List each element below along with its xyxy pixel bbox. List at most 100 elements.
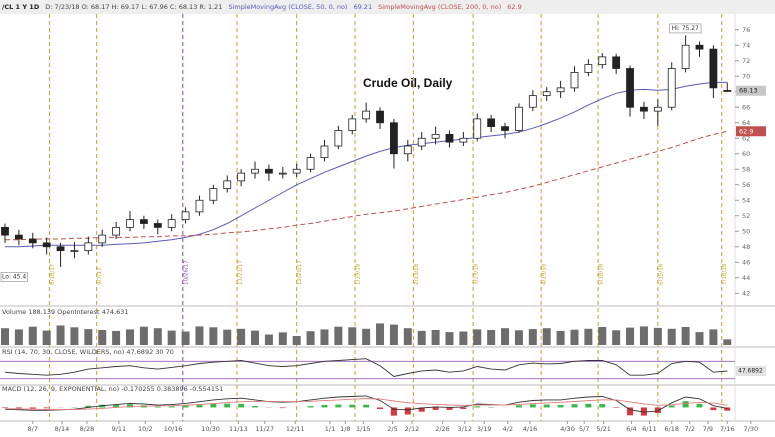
histogram-bar [154,406,161,408]
candle-body [640,106,648,112]
candle-body [84,242,93,252]
candle-body [153,223,162,228]
histogram-bar [2,407,9,409]
histogram-bar [335,404,342,408]
candle-body [28,238,37,244]
candle-body [320,145,329,159]
volume-bar [445,332,454,345]
volume-bar [320,329,329,345]
macd-line [4,398,728,411]
volume-bar [278,332,287,345]
event-label: 12/20/17 [297,260,303,285]
moving-average-line [5,81,728,248]
candle-body [612,56,621,69]
x-tick-label: 8/7 [28,425,38,433]
x-tick-label: 11/27 [255,425,274,433]
x-tick-label: 10/16 [164,425,183,433]
volume-bar [84,329,93,345]
candle-body [695,44,704,50]
volume-bar [514,330,523,345]
x-tick-label: 7/30 [744,425,759,433]
histogram-bar [390,407,397,416]
volume-bar [56,325,65,345]
candle-body [515,106,523,131]
volume-bar [542,328,551,345]
histogram-bar [640,407,647,416]
x-tick-label: 7/2 [685,425,695,433]
histogram-bar [724,407,731,411]
candle-body [667,68,676,108]
y-tick-label: 46 [742,258,750,266]
histogram-bar [613,407,620,409]
macd-line [4,395,728,413]
histogram-bar [627,407,634,416]
volume-bar [195,326,204,345]
candle-body [265,168,273,174]
histogram-bar [363,404,370,408]
event-label: 6/15/18 [658,263,664,285]
candle-body [42,242,51,248]
x-tick-label: 7/9 [703,425,713,433]
histogram-bar [696,403,703,408]
volume-bar [528,329,537,345]
histogram-bar [654,407,661,414]
volume-bar [139,326,148,345]
x-tick-label: 2/5 [387,425,397,433]
candle-body [70,250,79,253]
event-label: 10/26/17 [183,260,189,285]
y-tick-label: 56 [742,181,750,189]
histogram-bar [571,404,578,408]
event-label: 11/21/17 [237,260,243,285]
candle-body [556,87,565,93]
moving-average-line [5,130,728,241]
histogram-bar [196,404,203,408]
price-box-label: 68.13 [739,87,758,95]
candle-body [167,219,176,228]
volume-bar [570,329,579,345]
candle-body [681,44,690,69]
candle-body [570,71,579,89]
x-tick-label: 10/2 [138,425,153,433]
y-tick-label: 70 [742,72,750,80]
candle-body [376,110,384,124]
candle-body [251,168,259,174]
header-text: /CL 1 Y 1D [2,3,40,11]
histogram-bar [15,407,22,409]
volume-bar [667,328,676,345]
panel-title: RSI (14, 70, 30, CLOSE, WILDERS, no) 47.… [2,348,174,356]
candle-body [112,226,121,236]
candle-body [209,188,218,201]
y-tick-label: 62 [742,134,750,142]
chart-title: Crude Oil, Daily [363,76,453,90]
histogram-bar [377,407,384,410]
rsi-box-label: 47.6892 [738,368,763,375]
x-tick-label: 1/1 [325,425,335,433]
rsi-box [736,366,766,377]
volume-bar [1,328,10,345]
y-tick-label: 50 [742,227,750,235]
volume-bar [348,327,357,345]
x-tick-label: 1/8 [340,425,350,433]
histogram-bar [252,406,259,408]
x-tick-label: 8/14 [55,425,70,433]
header-text: D: 7/23/18 O: 68.17 H: 69.17 L: 67.96 C:… [45,3,222,11]
histogram-bar [543,404,550,408]
y-tick-label: 54 [742,196,750,204]
histogram-bar [515,405,522,408]
x-tick-label: 6/18 [664,425,679,433]
volume-bar [459,331,468,345]
volume-bar [42,330,51,345]
histogram-bar [85,405,92,408]
x-tick-label: 12/11 [286,425,305,433]
volume-bar [251,330,260,345]
candle-body [417,137,426,147]
panel-title: MACD (12, 26, 9, EXPONENTIAL, no) -0.170… [2,385,223,393]
histogram-bar [210,403,217,408]
candle-body [390,122,398,155]
volume-bar [389,324,398,345]
histogram-bar [418,407,425,412]
histogram-bar [238,403,245,408]
candle-body [653,106,662,112]
event-label: 5/18/18 [599,263,605,285]
candle-body [542,91,551,97]
